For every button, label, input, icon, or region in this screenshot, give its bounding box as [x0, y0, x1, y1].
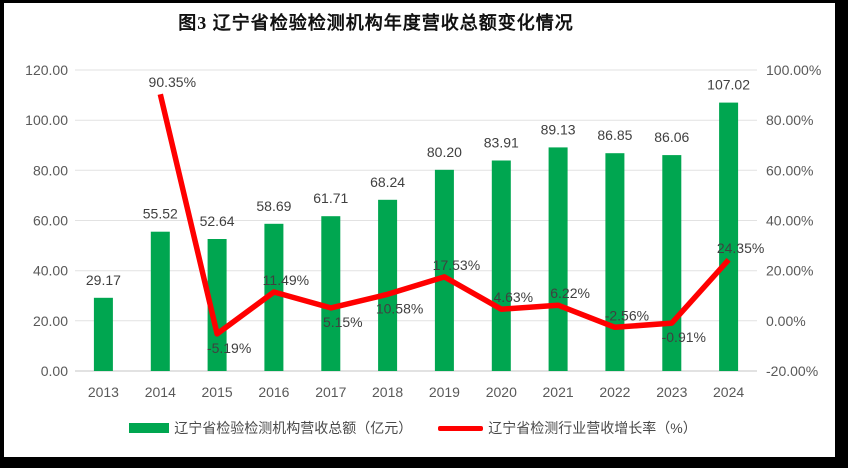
- x-axis-label: 2022: [599, 384, 630, 400]
- bar-value-label: 107.02: [707, 77, 750, 93]
- growth-value-label: 17.53%: [433, 257, 480, 273]
- right-axis-tick-label: 40.00%: [766, 213, 813, 229]
- bar-value-label: 68.24: [370, 174, 405, 190]
- x-axis-label: 2023: [656, 384, 687, 400]
- x-axis-label: 2021: [543, 384, 574, 400]
- right-axis-tick-label: 0.00%: [766, 313, 806, 329]
- growth-value-label: 11.49%: [263, 272, 309, 288]
- growth-value-label: -0.91%: [662, 329, 706, 345]
- chart-title: 图3 辽宁省检验检测机构年度营收总额变化情况: [178, 13, 574, 33]
- left-axis-tick-label: 40.00: [33, 263, 68, 279]
- left-axis-tick-label: 80.00: [33, 162, 68, 178]
- revenue-bar: [93, 297, 113, 371]
- revenue-bar: [605, 153, 625, 371]
- growth-value-label: 10.58%: [376, 300, 423, 316]
- growth-value-label: 4.63%: [493, 289, 533, 305]
- revenue-bar: [491, 160, 511, 371]
- bar-value-label: 80.20: [427, 144, 462, 160]
- frame-border-top: [0, 0, 848, 3]
- x-axis-label: 2019: [429, 384, 460, 400]
- right-axis-tick-label: -20.00%: [766, 363, 818, 379]
- right-axis-tick-label: 60.00%: [766, 162, 813, 178]
- revenue-bar: [150, 231, 170, 371]
- legend-label-growth: 辽宁省检测行业营收增长率（%）: [488, 420, 697, 436]
- growth-line: [157, 93, 731, 337]
- bar-value-label: 61.71: [313, 190, 348, 206]
- x-axis-label: 2024: [713, 384, 744, 400]
- left-axis-tick-label: 60.00: [33, 213, 68, 229]
- growth-value-label: -2.56%: [605, 307, 649, 323]
- left-axis-tick-label: 20.00: [33, 313, 68, 329]
- bar-value-label: 89.13: [541, 121, 576, 137]
- bar-value-label: 83.91: [484, 135, 519, 151]
- left-axis-tick-label: 100.00: [25, 112, 68, 128]
- bar-value-label: 52.64: [200, 213, 235, 229]
- growth-value-label: 24.35%: [717, 240, 764, 256]
- x-axis-label: 2018: [372, 384, 403, 400]
- revenue-bar: [264, 223, 284, 371]
- bar-value-label: 86.85: [597, 127, 632, 143]
- legend-label-revenue: 辽宁省检验检测机构营收总额（亿元）: [174, 420, 413, 436]
- right-axis-tick-label: 20.00%: [766, 263, 813, 279]
- legend-item-growth: 辽宁省检测行业营收增长率（%）: [438, 418, 697, 438]
- growth-value-label: 5.15%: [323, 314, 363, 330]
- left-axis-tick-label: 120.00: [25, 62, 68, 78]
- bar-series-swatch: [129, 423, 170, 433]
- bar-value-label: 86.06: [654, 129, 689, 145]
- x-axis-label: 2020: [486, 384, 517, 400]
- bar-value-label: 58.69: [256, 198, 291, 214]
- x-axis-label: 2013: [88, 384, 119, 400]
- revenue-bar: [378, 199, 398, 371]
- right-axis-tick-label: 100.00%: [766, 62, 821, 78]
- growth-value-label: 6.22%: [550, 285, 590, 301]
- growth-value-label: -5.19%: [207, 340, 251, 356]
- left-axis-tick-label: 0.00: [41, 363, 68, 379]
- revenue-bar: [321, 216, 341, 371]
- line-series-swatch: [438, 425, 484, 431]
- x-axis-label: 2017: [315, 384, 346, 400]
- frame-border-left: [0, 0, 4, 468]
- x-axis-label: 2016: [258, 384, 289, 400]
- chart-legend: 辽宁省检验检测机构营收总额（亿元） 辽宁省检测行业营收增长率（%）: [4, 417, 822, 439]
- bar-value-label: 29.17: [86, 272, 121, 288]
- right-axis-tick-label: 80.00%: [766, 112, 813, 128]
- revenue-bar: [719, 102, 739, 371]
- x-axis-label: 2014: [145, 384, 176, 400]
- growth-value-label: 90.35%: [149, 74, 196, 90]
- revenue-bar: [548, 147, 568, 371]
- revenue-bar: [434, 169, 454, 371]
- bar-value-label: 55.52: [143, 206, 178, 222]
- frame-border-bottom: [0, 457, 848, 468]
- revenue-bar: [207, 239, 227, 371]
- x-axis-label: 2015: [202, 384, 233, 400]
- frame-border-right: [835, 0, 848, 468]
- legend-item-revenue: 辽宁省检验检测机构营收总额（亿元）: [129, 418, 412, 438]
